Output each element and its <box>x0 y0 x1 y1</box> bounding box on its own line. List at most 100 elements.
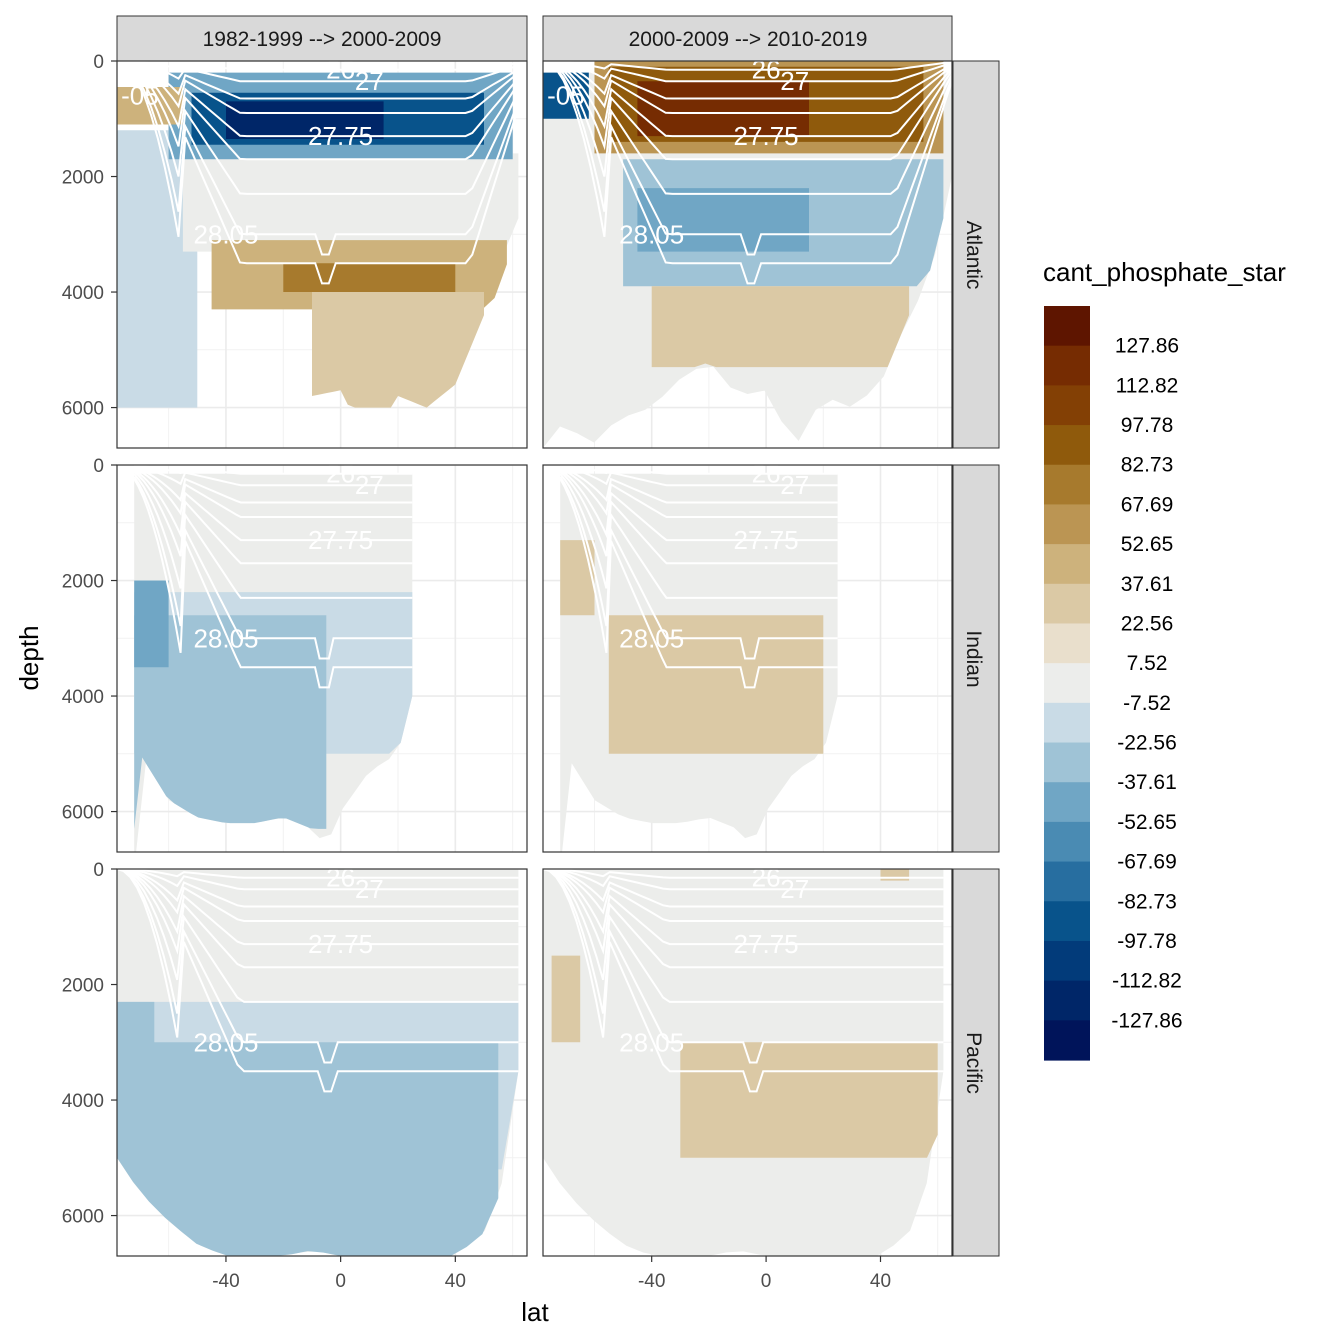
isopycnal-line-8 <box>559 476 838 660</box>
x-axes: -40 0 40 -40 0 40 <box>212 1256 891 1292</box>
legend-break-label: 22.56 <box>1121 613 1174 636</box>
legend-swatch-12 <box>1044 742 1090 783</box>
x-tick-label: 40 <box>445 1271 466 1292</box>
isopycnal-line-8 <box>117 61 527 256</box>
isopycnal-label: 27.75 <box>308 121 373 151</box>
isopycnal-label: 27 <box>780 470 809 500</box>
legend-colorbar <box>1044 306 1090 1061</box>
anomaly-region-7 <box>651 286 910 368</box>
y-tick-label: 0 <box>93 860 104 881</box>
isopycnal-label: 27 <box>355 470 384 500</box>
row-strip-label-atlantic: Atlantic <box>962 221 985 290</box>
legend-swatch-4 <box>1044 425 1090 466</box>
isopycnal-line-3 <box>543 61 952 100</box>
isopycnal-line-7 <box>133 473 413 599</box>
panel-atlantic-period-2: 26 27 27.75 28.05 -05 <box>543 61 952 448</box>
anomaly-region-3 <box>680 1042 938 1158</box>
isopycnal-line-5 <box>117 61 527 138</box>
anomaly-region-2 <box>560 540 595 616</box>
legend-break-label: -67.69 <box>1117 851 1177 874</box>
y-tick-label: 6000 <box>62 803 104 824</box>
anomaly-region-3 <box>608 615 824 754</box>
isopycnal-label: 27 <box>780 66 809 96</box>
column-strip-label-1: 1982-1999 --> 2000-2009 <box>203 28 442 51</box>
legend-swatch-18 <box>1044 980 1090 1021</box>
isopycnal-line-3 <box>117 61 527 100</box>
legend-break-label: -37.61 <box>1117 771 1177 794</box>
isopycnal-line-2 <box>117 869 519 891</box>
y-tick-label: 2000 <box>62 976 104 997</box>
anomaly-region-8 <box>312 292 484 408</box>
y-tick-label: 0 <box>93 52 104 73</box>
isopycnal-line-8 <box>133 476 413 660</box>
anomaly-region-3 <box>134 615 327 829</box>
x-axis-title: lat <box>521 1297 549 1327</box>
y-axes: 0 2000 4000 6000 0 2000 4000 6000 0 2000 4000 6000 <box>62 52 117 1228</box>
isopycnal-label: 28.05 <box>619 623 684 653</box>
isopycnal-line-9 <box>133 478 413 689</box>
isopycnal-label: 26 <box>326 863 355 893</box>
legend-swatch-8 <box>1044 583 1090 625</box>
isopycnal-line-5 <box>133 469 413 542</box>
anomaly-region-4 <box>117 1001 155 1100</box>
row-strip-label-pacific: Pacific <box>962 1032 985 1094</box>
isopycnal-line-9 <box>559 478 838 689</box>
legend-swatch-16 <box>1044 901 1090 942</box>
isopycnal-line-2 <box>543 61 952 83</box>
x-tick-label: 0 <box>335 1271 346 1292</box>
isopycnal-label: 27 <box>355 874 384 904</box>
x-tick-label: -40 <box>638 1271 665 1292</box>
isopycnal-line-1 <box>543 869 944 879</box>
legend-swatch-7 <box>1044 544 1090 585</box>
legend-title: cant_phosphate_star <box>1043 257 1286 287</box>
isopycnal-line-3 <box>117 869 519 908</box>
isopycnal-line-7 <box>559 473 838 599</box>
row-strip-pacific <box>952 868 1000 1257</box>
row-strip-label-indian: Indian <box>962 630 985 687</box>
isopycnal-line-9 <box>117 61 527 285</box>
isopycnal-line-2 <box>543 869 944 891</box>
legend-break-label: 97.78 <box>1121 414 1174 437</box>
isopycnal-label: 27.75 <box>308 525 373 555</box>
y-tick-label: 4000 <box>62 1091 104 1112</box>
legend-swatch-14 <box>1044 821 1090 863</box>
isopycnal-line-4 <box>543 61 952 114</box>
anomaly-region-4 <box>134 580 169 668</box>
legend-swatch-3 <box>1044 385 1090 426</box>
panel-pacific-period-2: 26 27 27.75 28.05 <box>543 869 952 1256</box>
isopycnal-line-6 <box>117 61 527 161</box>
anomaly-region-6 <box>637 188 809 252</box>
column-strip-2 <box>542 15 953 62</box>
y-tick-label: 4000 <box>62 687 104 708</box>
legend-swatch-6 <box>1044 504 1090 545</box>
legend-break-label: 112.82 <box>1116 374 1179 397</box>
isopycnal-line-9 <box>543 61 952 285</box>
legend-break-label: -82.73 <box>1117 890 1177 913</box>
isopycnal-line-5 <box>543 61 952 138</box>
isopycnal-line-8 <box>117 869 519 1064</box>
anomaly-region-4 <box>880 869 910 881</box>
isopycnal-line-4 <box>543 869 944 922</box>
legend-swatch-13 <box>1044 782 1090 823</box>
isopycnal-line-7 <box>543 869 944 1003</box>
column-strip-label-2: 2000-2009 --> 2010-2019 <box>629 28 868 51</box>
y-tick-label: 4000 <box>62 283 104 304</box>
isopycnal-line-8 <box>543 869 944 1064</box>
isopycnal-line-2 <box>117 61 527 83</box>
legend-break-label: 82.73 <box>1121 454 1174 477</box>
legend-break-label: -112.82 <box>1112 970 1182 993</box>
row-strips: Atlantic Indian Pacific <box>952 60 1000 1257</box>
y-axis-title: depth <box>14 625 44 690</box>
legend-swatch-1 <box>1044 306 1090 347</box>
isopycnal-label: 26 <box>752 459 781 489</box>
legend-swatch-9 <box>1044 623 1090 664</box>
isopycnal-label: 28.05 <box>619 219 684 249</box>
legend-break-label: -127.86 <box>1111 1009 1182 1032</box>
isopycnal-label: 26 <box>326 459 355 489</box>
isopycnal-label: 27 <box>780 874 809 904</box>
legend-break-label: 67.69 <box>1121 493 1174 516</box>
anomaly-region-4 <box>637 81 809 137</box>
x-tick-label: 40 <box>870 1271 891 1292</box>
isopycnal-line-2 <box>134 465 413 487</box>
